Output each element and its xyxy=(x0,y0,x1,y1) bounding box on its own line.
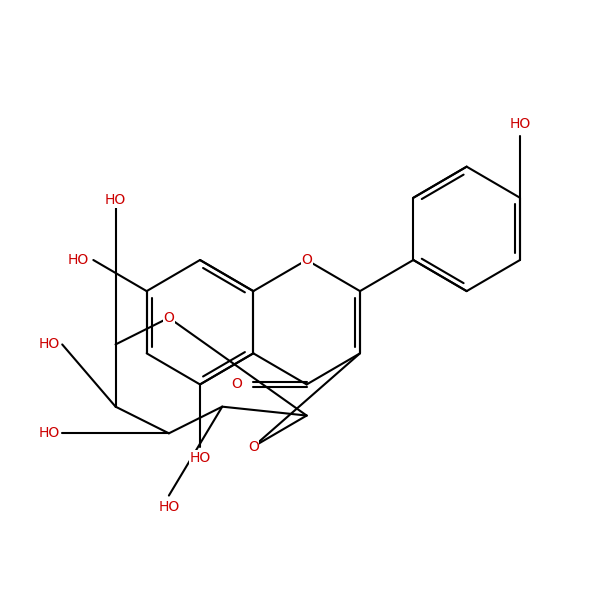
Text: HO: HO xyxy=(158,500,179,514)
Text: HO: HO xyxy=(39,337,60,352)
Text: HO: HO xyxy=(509,117,530,131)
Text: O: O xyxy=(301,253,312,267)
Text: O: O xyxy=(232,377,242,391)
Text: HO: HO xyxy=(68,253,89,267)
Text: O: O xyxy=(248,440,259,454)
Text: HO: HO xyxy=(39,427,60,440)
Text: HO: HO xyxy=(190,451,211,465)
Text: HO: HO xyxy=(105,193,126,208)
Text: O: O xyxy=(163,311,175,325)
